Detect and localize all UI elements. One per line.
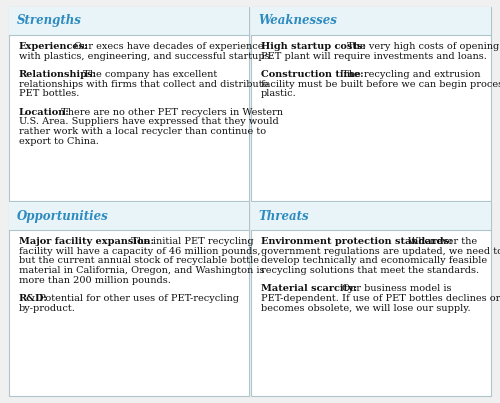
Text: government regulations are updated, we need to: government regulations are updated, we n… bbox=[261, 247, 500, 256]
Text: R&D:: R&D: bbox=[19, 294, 48, 303]
Text: Environment protection standards:: Environment protection standards: bbox=[261, 237, 452, 246]
Bar bbox=[9, 202, 249, 396]
Bar bbox=[251, 202, 491, 396]
Bar bbox=[9, 7, 249, 35]
Text: Opportunities: Opportunities bbox=[16, 210, 108, 222]
Text: PET bottles.: PET bottles. bbox=[19, 89, 80, 98]
Bar bbox=[9, 202, 249, 230]
Text: Location:: Location: bbox=[19, 108, 70, 116]
Text: Threats: Threats bbox=[258, 210, 309, 222]
Bar bbox=[9, 7, 249, 201]
Text: Weaknesses: Weaknesses bbox=[258, 15, 338, 27]
Text: The very high costs of opening a: The very high costs of opening a bbox=[344, 42, 500, 51]
Text: rather work with a local recycler than continue to: rather work with a local recycler than c… bbox=[19, 127, 266, 136]
Text: but the current annual stock of recyclable bottle: but the current annual stock of recyclab… bbox=[19, 256, 259, 265]
Text: Material scarcity:: Material scarcity: bbox=[261, 284, 357, 293]
Text: The initial PET recycling: The initial PET recycling bbox=[128, 237, 254, 246]
Text: Major facility expansion:: Major facility expansion: bbox=[19, 237, 154, 246]
Text: facility will have a capacity of 46 million pounds,: facility will have a capacity of 46 mill… bbox=[19, 247, 260, 256]
Bar bbox=[251, 7, 491, 35]
Text: Strengths: Strengths bbox=[16, 15, 82, 27]
Bar bbox=[251, 7, 491, 201]
Text: The company has excellent: The company has excellent bbox=[80, 70, 218, 79]
Text: relationships with firms that collect and distribute: relationships with firms that collect an… bbox=[19, 79, 268, 89]
Text: develop technically and economically feasible: develop technically and economically fea… bbox=[261, 256, 487, 265]
Text: becomes obsolete, we will lose our supply.: becomes obsolete, we will lose our suppl… bbox=[261, 303, 470, 313]
Text: U.S. Area. Suppliers have expressed that they would: U.S. Area. Suppliers have expressed that… bbox=[19, 117, 279, 126]
Text: Potential for other uses of PET-recycling: Potential for other uses of PET-recyclin… bbox=[36, 294, 240, 303]
Text: High startup costs:: High startup costs: bbox=[261, 42, 366, 51]
Text: Construction time:: Construction time: bbox=[261, 70, 364, 79]
Text: Our execs have decades of experience: Our execs have decades of experience bbox=[72, 42, 264, 51]
Text: Experiences:: Experiences: bbox=[19, 42, 88, 51]
Text: Relationships:: Relationships: bbox=[19, 70, 97, 79]
Text: with plastics, engineering, and successful startups.: with plastics, engineering, and successf… bbox=[19, 52, 273, 60]
Text: The recycling and extrusion: The recycling and extrusion bbox=[340, 70, 481, 79]
Text: There are no other PET recyclers in Western: There are no other PET recyclers in West… bbox=[58, 108, 283, 116]
Text: facility must be built before we can begin processing: facility must be built before we can beg… bbox=[261, 79, 500, 89]
Text: Whenever the: Whenever the bbox=[405, 237, 477, 246]
Text: PET plant will require investments and loans.: PET plant will require investments and l… bbox=[261, 52, 487, 60]
Text: by-product.: by-product. bbox=[19, 303, 76, 313]
Text: PET-dependent. If use of PET bottles declines or: PET-dependent. If use of PET bottles dec… bbox=[261, 294, 500, 303]
Text: plastic.: plastic. bbox=[261, 89, 297, 98]
Text: export to China.: export to China. bbox=[19, 137, 99, 145]
Text: Our business model is: Our business model is bbox=[340, 284, 452, 293]
Bar bbox=[251, 202, 491, 230]
Text: recycling solutions that meet the standards.: recycling solutions that meet the standa… bbox=[261, 266, 479, 275]
Text: material in California, Oregon, and Washington is: material in California, Oregon, and Wash… bbox=[19, 266, 264, 275]
Text: more than 200 million pounds.: more than 200 million pounds. bbox=[19, 276, 171, 285]
